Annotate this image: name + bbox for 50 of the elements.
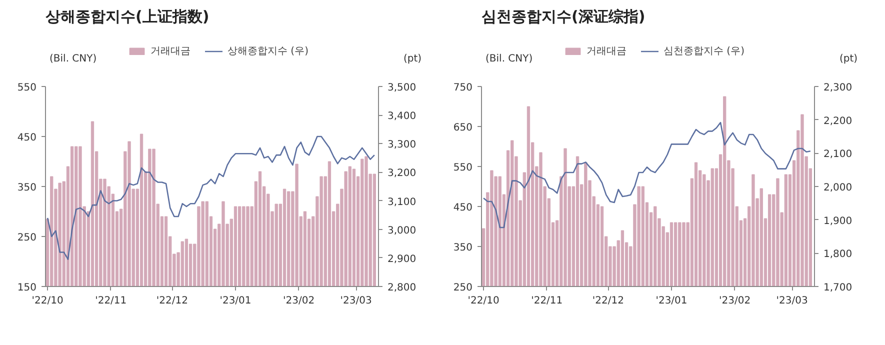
line-series xyxy=(46,136,376,260)
y-tick-label: 450 xyxy=(17,132,37,144)
y2-tick-label: 1,700 xyxy=(824,282,852,294)
x-tick-label: '23/02 xyxy=(719,296,751,306)
legend-label: 심천종합지수 (우) xyxy=(663,45,744,58)
y2-tick-label: 1,900 xyxy=(824,216,852,227)
x-tick-label: '23/01 xyxy=(220,296,252,306)
x-tick-label: '22/12 xyxy=(592,296,624,306)
y2-tick-label: 1,800 xyxy=(824,249,852,260)
y-tick-label: 550 xyxy=(17,82,37,94)
y2-tick-label: 2,300 xyxy=(824,82,852,94)
legend-label: 거래대금 xyxy=(150,45,190,58)
x-tick-label: '22/11 xyxy=(95,296,127,306)
y-tick-label: 650 xyxy=(453,122,473,134)
y-tick-label: 150 xyxy=(17,282,37,294)
y2-tick-label: 3,200 xyxy=(388,168,416,180)
y2-tick-label: 3,500 xyxy=(388,82,416,94)
x-tick-label: '22/11 xyxy=(531,296,563,306)
y2-axis-title: (pt) xyxy=(404,54,422,64)
chart-title: 심천종합지수(深证综指) xyxy=(482,8,646,26)
legend-label: 상해종합지수 (우) xyxy=(227,45,308,58)
y-tick-label: 350 xyxy=(453,242,473,254)
y2-tick-label: 2,000 xyxy=(824,182,852,194)
x-tick-label: '22/12 xyxy=(156,296,188,306)
y2-tick-label: 2,800 xyxy=(388,282,416,294)
y-tick-label: 750 xyxy=(453,82,473,94)
y2-axis-title: (pt) xyxy=(840,54,858,64)
y-axis-title: (Bil. CNY) xyxy=(50,54,97,64)
y-tick-label: 550 xyxy=(453,162,473,174)
y2-tick-label: 2,100 xyxy=(824,149,852,160)
legend-label: 거래대금 xyxy=(586,45,626,58)
chart-title: 상해종합지수(上证指数) xyxy=(46,8,210,26)
y2-tick-label: 3,100 xyxy=(388,196,416,208)
line-series xyxy=(482,122,812,228)
y2-tick-label: 3,400 xyxy=(388,111,416,122)
x-tick-label: '23/03 xyxy=(340,296,372,306)
x-tick-label: '22/10 xyxy=(468,296,500,306)
x-tick-label: '23/02 xyxy=(283,296,315,306)
y2-tick-label: 3,000 xyxy=(388,225,416,236)
y-tick-label: 250 xyxy=(453,282,473,294)
x-tick-label: '23/03 xyxy=(776,296,808,306)
y2-tick-label: 2,900 xyxy=(388,254,416,265)
y2-tick-label: 3,300 xyxy=(388,140,416,151)
y-tick-label: 250 xyxy=(17,232,37,244)
y-axis-title: (Bil. CNY) xyxy=(486,54,533,64)
x-tick-label: '22/10 xyxy=(32,296,64,306)
y-tick-label: 350 xyxy=(17,182,37,194)
x-tick-label: '23/01 xyxy=(656,296,688,306)
y-tick-label: 450 xyxy=(453,202,473,214)
y2-tick-label: 2,200 xyxy=(824,116,852,127)
